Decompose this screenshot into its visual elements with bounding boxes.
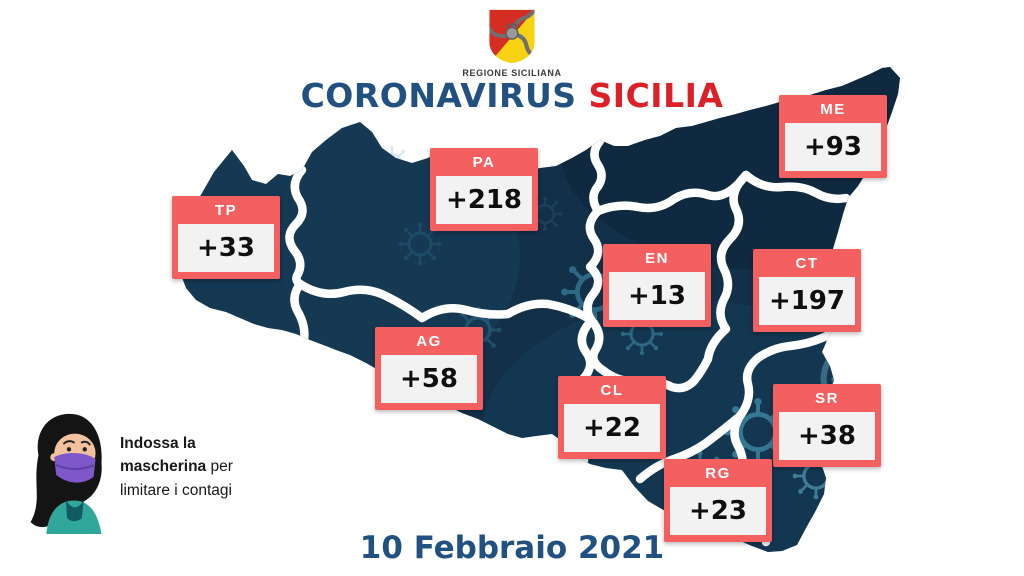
sicily-coat-of-arms-icon — [489, 9, 535, 64]
province-code: CL — [600, 382, 624, 399]
mask-text-rest: per — [206, 458, 233, 476]
province-code: ME — [820, 101, 846, 118]
region-logo: REGIONE SICILIANA — [432, 6, 592, 78]
province-value: +13 — [609, 272, 705, 320]
province-code: SR — [815, 390, 839, 407]
province-code: RG — [705, 465, 731, 482]
province-value: +93 — [785, 123, 881, 171]
province-value: +58 — [381, 355, 477, 403]
masked-person-icon — [30, 413, 102, 534]
province-code: TP — [214, 202, 238, 219]
mask-text-bold-2: mascherina — [120, 458, 207, 476]
page-title: CORONAVIRUS SICILIA — [0, 76, 1024, 115]
province-card-pa: PA +218 — [430, 148, 538, 231]
province-card-rg: RG +23 — [664, 459, 772, 542]
report-date: 10 Febbraio 2021 — [359, 530, 665, 566]
province-code: AG — [416, 333, 442, 350]
province-card-ct: CT +197 — [753, 249, 861, 332]
title-accent: SICILIA — [588, 76, 724, 115]
province-value: +197 — [759, 277, 855, 325]
province-card-cl: CL +22 — [558, 376, 666, 459]
province-value: +33 — [178, 224, 274, 272]
province-card-en: EN +13 — [603, 244, 711, 327]
mask-reminder-text: Indossa la mascherina per limitare i con… — [120, 432, 233, 502]
mask-text-bold-1: Indossa la — [120, 435, 196, 452]
province-value: +23 — [670, 487, 766, 535]
province-card-sr: SR +38 — [773, 384, 881, 467]
province-code: PA — [472, 154, 496, 171]
logo-caption: REGIONE SICILIANA — [462, 68, 562, 78]
province-code: EN — [645, 250, 669, 267]
province-code: CT — [795, 255, 819, 272]
mask-text-line-3: limitare i contagi — [120, 481, 232, 499]
province-value: +218 — [436, 176, 532, 224]
province-value: +38 — [779, 412, 875, 460]
province-card-me: ME +93 — [779, 95, 887, 178]
title-primary: CORONAVIRUS — [300, 76, 577, 115]
mask-reminder: Indossa la mascherina per limitare i con… — [24, 406, 233, 534]
province-value: +22 — [564, 404, 660, 452]
province-card-ag: AG +58 — [375, 327, 483, 410]
province-card-tp: TP +33 — [172, 196, 280, 279]
